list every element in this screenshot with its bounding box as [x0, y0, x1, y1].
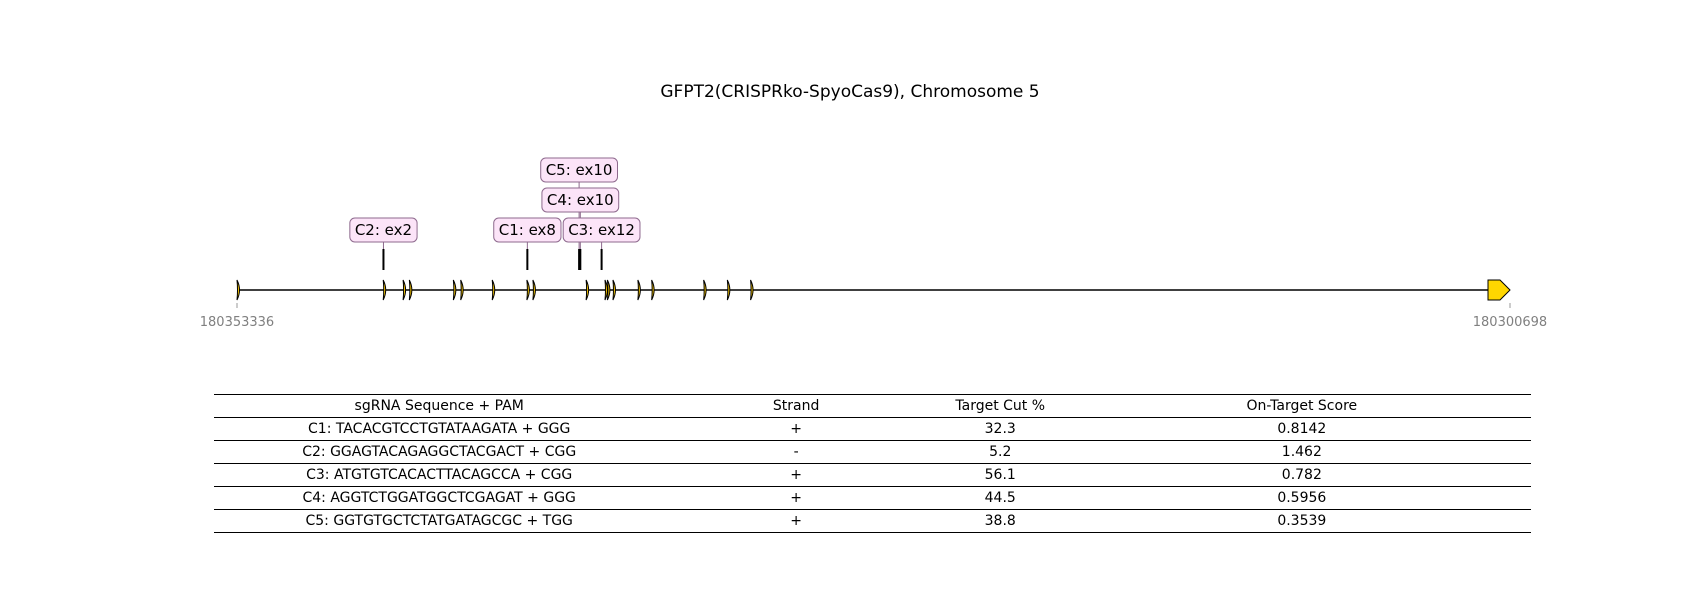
cell-score: 0.5956	[1072, 486, 1531, 510]
exon-mark	[612, 279, 616, 301]
table-header-row: sgRNA Sequence + PAM Strand Target Cut %…	[214, 394, 1531, 418]
guide-marks-layer	[382, 249, 603, 270]
cell-strand: +	[664, 417, 928, 441]
exon-mark	[532, 279, 536, 301]
cell-strand: +	[664, 463, 928, 487]
exon-mark	[491, 279, 496, 301]
table-row: C2: GGAGTACAGAGGCTACGACT + CGG - 5.2 1.4…	[214, 440, 1531, 464]
exon-mark	[382, 279, 387, 301]
guide-label-box	[493, 217, 562, 243]
cell-score: 0.782	[1072, 463, 1531, 487]
exon-mark	[585, 279, 590, 301]
exon-mark	[726, 279, 731, 301]
cell-strand: -	[664, 440, 928, 464]
guide-label: C3: ex12	[562, 217, 641, 243]
header-cut: Target Cut %	[927, 394, 1073, 418]
cell-score: 0.3539	[1072, 509, 1531, 533]
exon-mark	[750, 279, 754, 301]
cell-cut: 32.3	[927, 417, 1073, 441]
cell-strand: +	[664, 509, 928, 533]
exon-mark	[606, 279, 611, 301]
exon-mark	[637, 279, 641, 301]
cell-cut: 44.5	[927, 486, 1073, 510]
guide-label-text: C2: ex2	[355, 221, 412, 239]
table-row: C1: TACACGTCCTGTATAAGATA + GGG + 32.3 0.…	[214, 417, 1531, 441]
exon-mark	[236, 279, 240, 301]
cell-cut: 56.1	[927, 463, 1073, 487]
guide-label-box	[540, 157, 618, 183]
guide-label: C5: ex10	[540, 157, 618, 183]
cell-sequence: C1: TACACGTCCTGTATAAGATA + GGG	[214, 417, 665, 441]
cell-cut: 5.2	[927, 440, 1073, 464]
guide-label-text: C3: ex12	[568, 221, 635, 239]
exon-mark	[604, 279, 608, 301]
exons-layer	[236, 279, 1511, 301]
utr-arrow	[1487, 279, 1511, 301]
header-strand: Strand	[664, 394, 928, 418]
guide-label-text: C5: ex10	[546, 161, 613, 179]
guide-table: sgRNA Sequence + PAM Strand Target Cut %…	[214, 394, 1531, 533]
exon-mark	[452, 279, 457, 301]
exon-mark	[402, 279, 407, 301]
table-row: C4: AGGTCTGGATGGCTCGAGAT + GGG + 44.5 0.…	[214, 486, 1531, 510]
gene-track: C2: ex2 C1: ex8 C5: ex10 C4: ex10 C3: ex12 1…	[200, 157, 1547, 330]
guide-labels-layer: C2: ex2 C1: ex8 C5: ex10 C4: ex10 C3: ex12	[349, 157, 641, 249]
cell-sequence: C4: AGGTCTGGATGGCTCGAGAT + GGG	[214, 486, 665, 510]
guide-label-box	[562, 217, 641, 243]
exon-mark	[408, 279, 413, 301]
guide-label: C2: ex2	[349, 217, 418, 243]
cell-score: 0.8142	[1072, 417, 1531, 441]
chart-title: GFPT2(CRISPRko-SpyoCas9), Chromosome 5	[660, 82, 1040, 102]
guide-label-box	[541, 187, 620, 213]
header-sequence: sgRNA Sequence + PAM	[214, 394, 665, 418]
guide-label-box	[349, 217, 418, 243]
cell-cut: 38.8	[927, 509, 1073, 533]
start-coordinate-label: 180353336	[200, 315, 274, 330]
cell-sequence: C3: ATGTGTCACACTTACAGCCA + CGG	[214, 463, 665, 487]
cell-sequence: C5: GGTGTGCTCTATGATAGCGC + TGG	[214, 509, 665, 533]
header-score: On-Target Score	[1072, 394, 1531, 418]
cell-strand: +	[664, 486, 928, 510]
guide-label: C4: ex10	[541, 187, 620, 213]
exon-mark	[526, 279, 530, 301]
guide-label-text: C1: ex8	[499, 221, 556, 239]
table-row: C3: ATGTGTCACACTTACAGCCA + CGG + 56.1 0.…	[214, 463, 1531, 487]
exon-mark	[460, 279, 464, 301]
exon-mark	[651, 279, 655, 301]
cell-score: 1.462	[1072, 440, 1531, 464]
guide-label-text: C4: ex10	[547, 191, 614, 209]
end-coordinate-label: 180300698	[1473, 315, 1547, 330]
exon-mark	[703, 279, 707, 301]
guide-label: C1: ex8	[493, 217, 562, 243]
cell-sequence: C2: GGAGTACAGAGGCTACGACT + CGG	[214, 440, 665, 464]
table-row: C5: GGTGTGCTCTATGATAGCGC + TGG + 38.8 0.…	[214, 509, 1531, 533]
